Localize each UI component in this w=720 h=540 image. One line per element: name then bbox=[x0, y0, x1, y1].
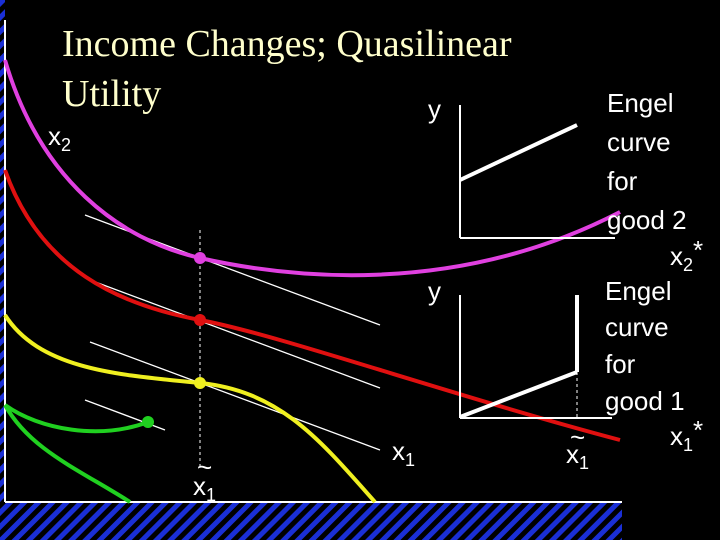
frame-left bbox=[0, 0, 5, 540]
engel-caption: Engel bbox=[605, 276, 672, 306]
engel-caption: for bbox=[605, 349, 636, 379]
y-axis-label: x2 bbox=[48, 121, 71, 155]
label-part: 1 bbox=[683, 435, 693, 455]
x-marker-label: x1 bbox=[193, 471, 216, 505]
engel-caption: good 2 bbox=[607, 205, 687, 235]
optimum bbox=[194, 377, 206, 389]
x-marker-label: x1 bbox=[566, 439, 589, 473]
frame-bottom bbox=[0, 503, 622, 540]
engel-caption: for bbox=[607, 166, 638, 196]
engel-caption: curve bbox=[605, 312, 669, 342]
label-part: x bbox=[670, 241, 683, 271]
label-part: * bbox=[693, 415, 703, 445]
label-part: * bbox=[693, 235, 703, 265]
budget-line bbox=[89, 341, 381, 451]
optimum bbox=[142, 416, 154, 428]
label-part: x bbox=[193, 471, 206, 501]
title-line: Income Changes; Quasilinear bbox=[62, 23, 512, 65]
accent: ~ bbox=[570, 422, 585, 452]
engel-x-label: x2* bbox=[670, 235, 703, 275]
label-part: x bbox=[670, 421, 683, 451]
x-axis-label: x1 bbox=[392, 436, 415, 470]
label-part: 1 bbox=[405, 450, 415, 470]
engel-caption: Engel bbox=[607, 88, 674, 118]
accent: ~ bbox=[197, 452, 212, 482]
optimum bbox=[194, 314, 206, 326]
title-line: Utility bbox=[62, 73, 161, 115]
label-part: 1 bbox=[579, 453, 589, 473]
engel-x-label: x1* bbox=[670, 415, 703, 455]
engel-curve bbox=[459, 370, 578, 419]
label-part: 2 bbox=[683, 255, 693, 275]
label-part: x bbox=[392, 436, 405, 466]
indifference-curve bbox=[3, 169, 621, 442]
budget-line bbox=[89, 279, 381, 389]
label-part: x bbox=[48, 121, 61, 151]
indifference-curve bbox=[3, 59, 621, 278]
budget-line bbox=[84, 399, 166, 431]
engel-caption: good 1 bbox=[605, 386, 685, 416]
optimum bbox=[194, 252, 206, 264]
engel-caption: curve bbox=[607, 127, 671, 157]
indifference-curve bbox=[3, 403, 149, 504]
engel-y-label: y bbox=[428, 276, 441, 306]
engel-y-label: y bbox=[428, 94, 441, 124]
engel-curve bbox=[459, 123, 578, 182]
label-part: x bbox=[566, 439, 579, 469]
label-part: 1 bbox=[206, 485, 216, 505]
indifference-curve bbox=[3, 313, 377, 504]
label-part: 2 bbox=[61, 135, 71, 155]
